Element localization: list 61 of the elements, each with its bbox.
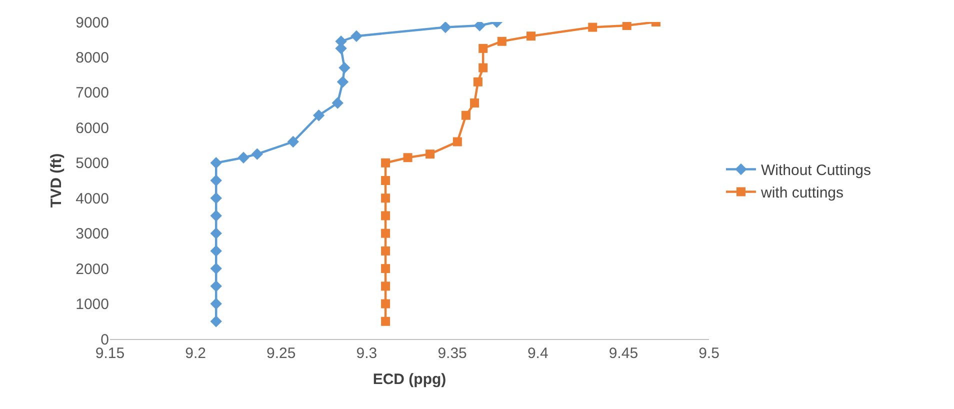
y-axis-title: TVD (ft) [48,153,65,208]
point [478,63,488,72]
point [210,298,222,310]
point [526,32,536,41]
point [426,150,435,159]
point [210,316,222,328]
x-tick-label: 9.35 [438,345,467,362]
point [210,262,222,274]
x-tick-label: 9.4 [527,345,548,362]
point [312,109,325,122]
point [251,148,264,160]
point [497,36,506,46]
y-tick-label: 7000 [76,84,109,102]
point [381,176,390,185]
point [287,136,299,148]
y-tick-label: 3000 [76,226,109,243]
point [210,157,222,169]
point [381,194,390,203]
point [210,280,222,292]
y-tick-label: 5000 [76,155,109,172]
x-tick-label: 9.25 [266,345,296,362]
point [381,211,390,220]
point [381,264,390,274]
point [478,44,488,53]
point [336,76,349,88]
point [461,110,470,120]
point [210,174,222,186]
point [470,98,480,108]
point [210,192,222,204]
legend-label: Without Cuttings [760,162,872,180]
point [403,153,412,162]
point [622,22,632,30]
x-tick-label: 9.2 [185,345,206,362]
y-tick-label: 9000 [76,14,109,32]
point [332,97,344,109]
point [473,77,482,86]
point [210,245,222,257]
point [210,227,222,240]
y-tick-label: 1000 [76,296,109,314]
x-tick-label: 9.45 [608,345,638,362]
x-tick-label: 9.5 [698,345,720,362]
y-tick-label: 8000 [76,49,109,66]
x-tick-label: 9.3 [356,345,378,362]
point [588,22,598,32]
point [350,30,362,42]
point [452,137,462,146]
y-tick-label: 4000 [76,190,109,208]
point [238,152,250,164]
point [440,22,452,34]
point [210,210,222,222]
point [381,158,390,168]
point [381,299,390,308]
point [381,316,390,326]
legend-label: with cuttings [760,184,844,202]
point [381,282,390,291]
y-tick-label: 2000 [76,260,109,278]
point [381,228,390,238]
point [381,246,390,256]
y-tick-label: 6000 [76,120,109,137]
x-axis-title: ECD (ppg) [372,371,446,388]
point [338,62,350,74]
